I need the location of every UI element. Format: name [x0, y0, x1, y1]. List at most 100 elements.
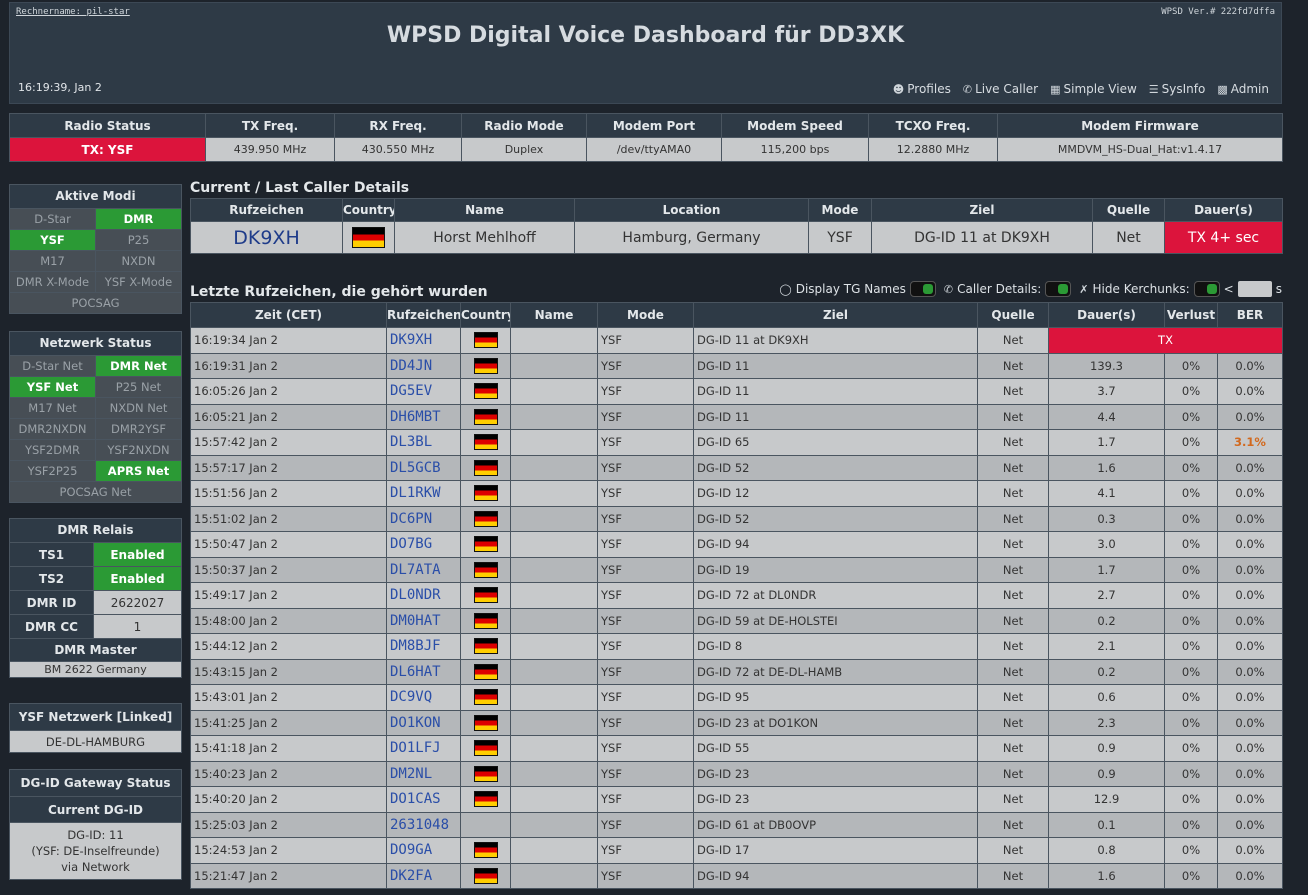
row-callsign-link[interactable]: DO1LFJ [386, 735, 461, 762]
mode-nxdn: NXDN [96, 251, 181, 271]
modem-speed-header: Modem Speed [721, 113, 869, 138]
display-tg-toggle[interactable] [909, 281, 936, 297]
row-time: 15:57:17 Jan 2 [190, 454, 387, 481]
kerchunk-unit: s [1275, 282, 1282, 296]
row-callsign-link[interactable]: DO9GA [386, 837, 461, 864]
row-source: Net [977, 556, 1049, 583]
row-duration: 2.3 [1048, 709, 1165, 736]
row-callsign-link[interactable]: DO1CAS [386, 786, 461, 813]
row-callsign-link[interactable]: 2631048 [386, 811, 461, 838]
row-callsign-link[interactable]: DL6HAT [386, 658, 461, 685]
germany-flag-icon [473, 689, 498, 706]
row-callsign-link[interactable]: DL3BL [386, 429, 461, 456]
ts1-label: TS1 [10, 543, 94, 566]
cur-target-header: Ziel [871, 198, 1093, 222]
row-name [510, 556, 598, 583]
hide-kerchunks-label: Hide Kerchunks: [1092, 282, 1190, 296]
row-callsign-link[interactable]: DM0HAT [386, 607, 461, 634]
row-callsign-link[interactable]: DG5EV [386, 378, 461, 405]
row-source: Net [977, 786, 1049, 813]
nav-admin[interactable]: ▩ Admin [1217, 82, 1269, 96]
nav-sysinfo[interactable]: ☰ SysInfo [1149, 82, 1206, 96]
chat-icon: ◯ [779, 282, 792, 296]
nav-simple-view[interactable]: ▦ Simple View [1050, 82, 1137, 96]
table-row: 15:24:53 Jan 2 DO9GA YSF DG-ID 17 Net 0.8 0% 0.… [190, 837, 1283, 864]
row-callsign-link[interactable]: DO1KON [386, 709, 461, 736]
table-row: 15:21:47 Jan 2 DK2FA YSF DG-ID 94 Net 1.6 0% 0.… [190, 862, 1283, 889]
row-callsign-link[interactable]: DL1RKW [386, 480, 461, 507]
tx-freq-value: 439.950 MHz [205, 137, 335, 162]
row-country [460, 607, 511, 634]
row-duration: 1.6 [1048, 454, 1165, 481]
row-callsign-link[interactable]: DM8BJF [386, 633, 461, 660]
row-callsign-link[interactable]: DL0NDR [386, 582, 461, 609]
germany-flag-icon [473, 408, 498, 425]
row-callsign-link[interactable]: DH6MBT [386, 403, 461, 430]
row-callsign-link[interactable]: DK2FA [386, 862, 461, 889]
row-country [460, 352, 511, 379]
tx-freq-header: TX Freq. [205, 113, 335, 138]
row-callsign-link[interactable]: DD4JN [386, 352, 461, 379]
row-mode: YSF [597, 352, 694, 379]
mode-dmr: DMR [96, 209, 181, 229]
table-row: 15:41:18 Jan 2 DO1LFJ YSF DG-ID 55 Net 0.9 0% 0… [190, 735, 1283, 762]
row-name [510, 429, 598, 456]
nav-live-caller-label: Live Caller [975, 82, 1039, 96]
row-name [510, 811, 598, 838]
row-callsign-link[interactable]: DL5GCB [386, 454, 461, 481]
row-target: DG-ID 72 at DL0NDR [693, 582, 978, 609]
cur-mode: YSF [808, 221, 872, 254]
germany-flag-icon [473, 383, 498, 400]
row-time: 15:49:17 Jan 2 [190, 582, 387, 609]
cur-callsign-link[interactable]: DK9XH [190, 221, 343, 254]
table-row: 16:19:31 Jan 2 DD4JN YSF DG-ID 11 Net 139.3 0%… [190, 352, 1283, 379]
nav-profiles[interactable]: ☻ Profiles [893, 82, 951, 96]
dashboard-header: Rechnername: pil-star WPSD Ver.# 222fd7d… [9, 2, 1282, 104]
radio-mode-header: Radio Mode [461, 113, 587, 138]
row-callsign-link[interactable]: DC9VQ [386, 684, 461, 711]
kerchunk-seconds-input[interactable] [1237, 281, 1272, 297]
row-ber: 0.0% [1217, 607, 1283, 634]
row-country [460, 709, 511, 736]
row-time: 15:43:15 Jan 2 [190, 658, 387, 685]
radio-status-table: Radio Status TX Freq. RX Freq. Radio Mod… [9, 113, 1283, 162]
germany-flag-icon [473, 357, 498, 374]
hide-kerchunks-toggle[interactable] [1193, 281, 1220, 297]
row-target: DG-ID 65 [693, 429, 978, 456]
last-heard-bar: Letzte Rufzeichen, die gehört wurden ◯ Di… [190, 278, 1282, 300]
row-callsign-link[interactable]: DL7ATA [386, 556, 461, 583]
row-callsign-link[interactable]: DC6PN [386, 505, 461, 532]
dmr-master-value: BM 2622 Germany [10, 661, 181, 677]
row-source: Net [977, 505, 1049, 532]
mode-m17: M17 [10, 251, 95, 271]
dgid-line3: via Network [61, 860, 130, 874]
nav-live-caller[interactable]: ✆ Live Caller [963, 82, 1038, 96]
table-row: 15:51:02 Jan 2 DC6PN YSF DG-ID 52 Net 0.3 0% 0.… [190, 505, 1283, 532]
mode-dmr-x-mode: DMR X-Mode [10, 272, 95, 292]
cur-callsign-header: Rufzeichen [190, 198, 343, 222]
dgid-line1: DG-ID: 11 [67, 828, 124, 842]
row-target: DG-ID 55 [693, 735, 978, 762]
row-callsign-link[interactable]: DK9XH [386, 327, 461, 354]
row-loss: 0% [1164, 837, 1218, 864]
hist-callsign-header: Rufzeichen [386, 302, 461, 328]
row-country [460, 480, 511, 507]
table-row: 15:41:25 Jan 2 DO1KON YSF DG-ID 23 at DO1KO… [190, 709, 1283, 736]
cur-duration: TX 4+ sec [1164, 221, 1283, 254]
row-callsign-link[interactable]: DO7BG [386, 531, 461, 558]
dgid-gateway-title: DG-ID Gateway Status [20, 776, 171, 790]
caller-details-toggle[interactable] [1045, 281, 1072, 297]
row-country [460, 454, 511, 481]
row-target: DG-ID 8 [693, 633, 978, 660]
row-name [510, 862, 598, 889]
row-callsign-link[interactable]: DM2NL [386, 760, 461, 787]
row-duration: 1.7 [1048, 556, 1165, 583]
row-time: 15:44:12 Jan 2 [190, 633, 387, 660]
net-ysf-net: YSF Net [10, 377, 95, 397]
germany-flag-icon [473, 434, 498, 451]
cur-target: DG-ID 11 at DK9XH [871, 221, 1093, 254]
row-source: Net [977, 403, 1049, 430]
row-time: 15:41:25 Jan 2 [190, 709, 387, 736]
germany-flag-icon [473, 485, 498, 502]
hist-source-header: Quelle [977, 302, 1049, 328]
